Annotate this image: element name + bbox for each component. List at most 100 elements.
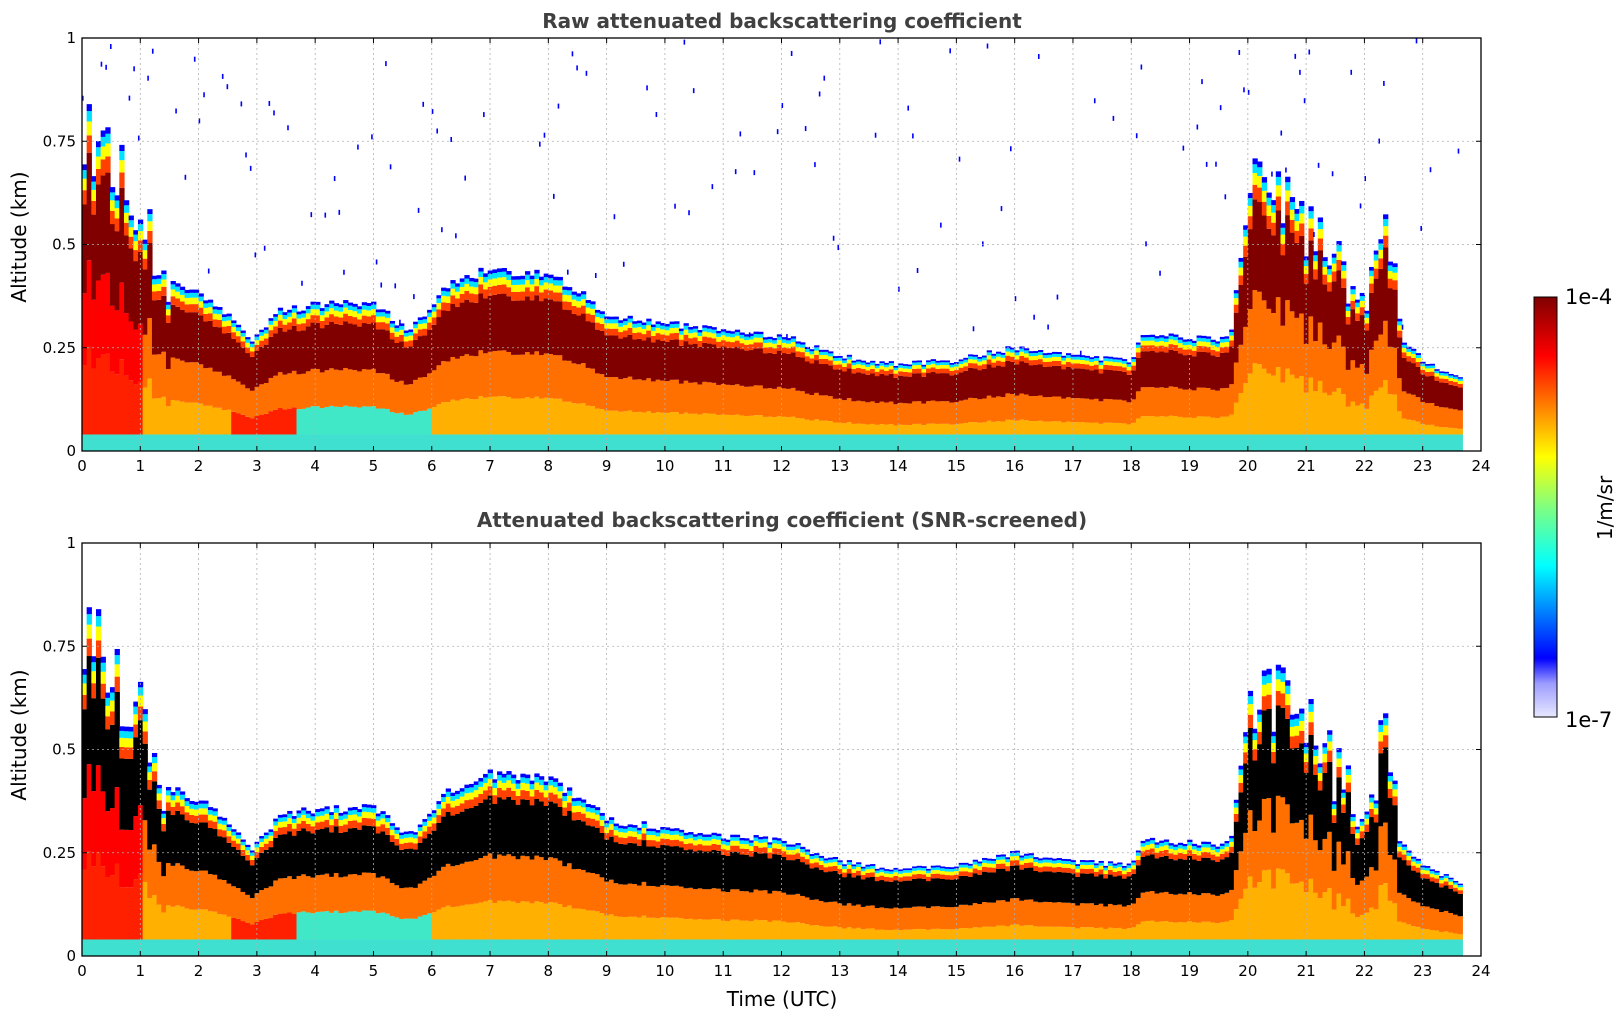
heatmap-cell [115, 218, 120, 231]
heatmap-cell [1183, 850, 1188, 854]
heatmap-cell [469, 793, 474, 800]
heatmap-cell [949, 363, 954, 365]
heatmap-cell [1229, 842, 1234, 847]
heatmap-cell [1280, 228, 1285, 235]
heatmap-cell [1434, 883, 1439, 909]
heatmap-cell [926, 869, 931, 871]
heatmap-cell [618, 339, 623, 380]
heatmap-cell [912, 874, 917, 878]
heatmap-cell [147, 763, 152, 767]
heatmap-cell [1350, 294, 1355, 301]
heatmap-cell [917, 373, 922, 401]
heatmap-cell [1192, 894, 1197, 922]
heatmap-cell [847, 360, 852, 364]
heatmap-cell [548, 939, 553, 956]
heatmap-cell [497, 285, 502, 294]
heatmap-cell [460, 788, 465, 791]
heatmap-cell [185, 806, 190, 812]
heatmap-cell [1346, 792, 1351, 851]
heatmap-cell [1285, 680, 1290, 686]
heatmap-cell [768, 842, 773, 844]
heatmap-cell [189, 939, 194, 956]
heatmap-cell [208, 300, 213, 303]
heatmap-cell [380, 818, 385, 824]
heatmap-cell [935, 365, 940, 369]
heatmap-cell [1183, 355, 1188, 390]
heatmap-cell [422, 323, 427, 328]
heatmap-cell [1131, 904, 1136, 928]
heatmap-cell [1164, 388, 1169, 417]
heatmap-cell [497, 939, 502, 956]
heatmap-cell [283, 409, 288, 434]
heatmap-cell [520, 777, 525, 782]
heatmap-cell [982, 434, 987, 451]
heatmap-cell [348, 369, 353, 406]
heatmap-cell [222, 314, 227, 317]
heatmap-cell [292, 434, 297, 451]
heatmap-cell [973, 398, 978, 422]
heatmap-cell [222, 830, 227, 837]
heatmap-cell [688, 939, 693, 956]
heatmap-cell [1392, 789, 1397, 796]
heatmap-cell [814, 393, 819, 419]
noise-pixel [1183, 146, 1185, 151]
heatmap-cell [427, 913, 432, 939]
heatmap-cell [366, 306, 371, 310]
heatmap-cell [338, 826, 343, 833]
heatmap-cell [800, 857, 805, 862]
heatmap-cell [847, 398, 852, 422]
heatmap-cell [1336, 748, 1341, 752]
heatmap-cell [963, 863, 968, 865]
heatmap-cell [1392, 781, 1397, 785]
heatmap-cell [548, 283, 553, 290]
heatmap-cell [283, 315, 288, 319]
heatmap-cell [180, 310, 185, 361]
heatmap-cell [875, 368, 880, 371]
heatmap-cell [269, 337, 274, 378]
heatmap-cell [1094, 939, 1099, 956]
heatmap-cell [152, 284, 157, 291]
heatmap-cell [665, 885, 670, 917]
heatmap-cell [1145, 856, 1150, 892]
heatmap-cell [786, 850, 791, 854]
heatmap-cell [324, 317, 329, 324]
heatmap-cell [352, 911, 357, 939]
heatmap-cell [394, 332, 399, 337]
noise-pixel [371, 134, 373, 139]
heatmap-cell [259, 920, 264, 939]
heatmap-cell [87, 656, 92, 764]
heatmap-cell [436, 298, 441, 303]
heatmap-cell [819, 870, 824, 901]
heatmap-cell [1285, 182, 1290, 190]
heatmap-cell [679, 340, 684, 346]
heatmap-cell [1378, 826, 1383, 885]
heatmap-cell [478, 782, 483, 787]
heatmap-cell [366, 434, 371, 451]
heatmap-cell [157, 279, 162, 284]
heatmap-cell [376, 833, 381, 877]
heatmap-cell [973, 903, 978, 927]
heatmap-cell [301, 828, 306, 874]
heatmap-cell [600, 913, 605, 939]
heatmap-cell [795, 418, 800, 434]
heatmap-cell [143, 939, 148, 956]
heatmap-cell [432, 317, 437, 324]
heatmap-cell [735, 835, 740, 837]
heatmap-cell [1206, 417, 1211, 435]
heatmap-cell [1383, 939, 1388, 956]
heatmap-cell [511, 791, 516, 800]
heatmap-cell [716, 337, 721, 342]
heatmap-cell [101, 131, 106, 137]
heatmap-cell [660, 830, 665, 834]
heatmap-cell [1229, 838, 1234, 842]
heatmap-cell [1211, 939, 1216, 956]
heatmap-cell [763, 434, 768, 451]
heatmap-cell [1332, 254, 1337, 258]
heatmap-cell [562, 793, 567, 796]
heatmap-cell [1005, 902, 1010, 927]
heatmap-cell [674, 918, 679, 940]
heatmap-cell [973, 357, 978, 360]
heatmap-cell [455, 307, 460, 359]
heatmap-cell [553, 778, 558, 782]
heatmap-cell [1262, 369, 1267, 435]
